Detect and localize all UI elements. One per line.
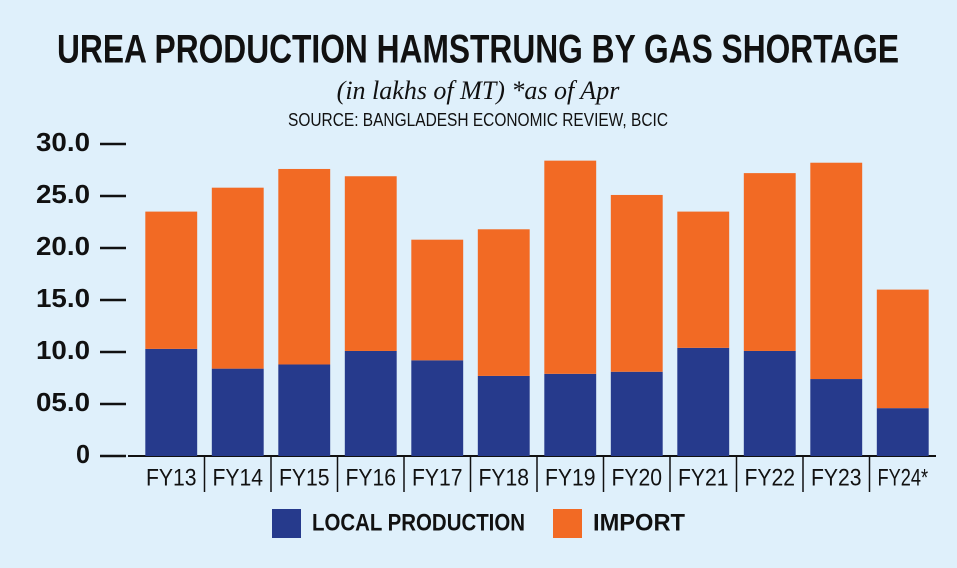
y-tick-label: 10.0 [36, 335, 90, 365]
bar-segment [743, 173, 796, 351]
bar-segment [344, 176, 397, 351]
x-tick-label: FY16 [345, 464, 396, 491]
bar-segment [211, 187, 264, 369]
y-tick-label: 15.0 [36, 283, 90, 313]
x-tick-label: FY22 [744, 464, 795, 491]
bar-segment [677, 347, 730, 456]
x-tick-label: FY18 [478, 464, 529, 491]
bar-segment [278, 168, 331, 365]
chart-subtitle: (in lakhs of MT) *as of Apr [337, 76, 621, 105]
y-tick-label: 05.0 [36, 387, 90, 417]
bar-segment [211, 368, 264, 456]
x-tick-label: FY17 [412, 464, 463, 491]
y-tick-label: 30.0 [36, 127, 90, 157]
x-tick-label: FY21 [678, 464, 729, 491]
bar-segment [145, 348, 198, 456]
bar-segment [344, 350, 397, 456]
bar-segment [876, 289, 929, 409]
source: SOURCE: BANGLADESH ECONOMIC REVIEW, BCIC [288, 110, 668, 130]
bar-segment [411, 239, 464, 361]
y-tick-label: 25.0 [36, 179, 90, 209]
bar-segment [610, 194, 663, 372]
bar-segment [477, 229, 530, 376]
x-tick-label: FY13 [146, 464, 197, 491]
bar-segment [411, 360, 464, 456]
bar-segment [477, 375, 530, 456]
legend-label: LOCAL PRODUCTION [312, 509, 525, 536]
bar-segment [544, 373, 597, 456]
bar-segment [544, 160, 597, 374]
y-tick-label: 0 [76, 439, 90, 469]
x-tick-label: FY20 [611, 464, 662, 491]
bar-segment [743, 350, 796, 456]
bar-segment [810, 379, 863, 456]
x-tick-label: FY24* [877, 464, 928, 491]
x-tick-label: FY15 [279, 464, 330, 491]
legend-label: IMPORT [593, 509, 685, 536]
x-tick-label: FY14 [212, 464, 263, 491]
x-tick-label: FY23 [811, 464, 862, 491]
bar-segment [145, 211, 198, 349]
bar-segment [876, 408, 929, 456]
bar-segment [810, 162, 863, 380]
x-tick-label: FY19 [545, 464, 596, 491]
legend-swatch [553, 509, 582, 538]
chart-title: UREA PRODUCTION HAMSTRUNG BY GAS SHORTAG… [57, 28, 899, 72]
y-tick-label: 20.0 [36, 231, 90, 261]
bar-segment [278, 364, 331, 456]
bar-segment [610, 371, 663, 456]
legend-swatch [272, 509, 301, 538]
bar-segment [677, 211, 730, 348]
